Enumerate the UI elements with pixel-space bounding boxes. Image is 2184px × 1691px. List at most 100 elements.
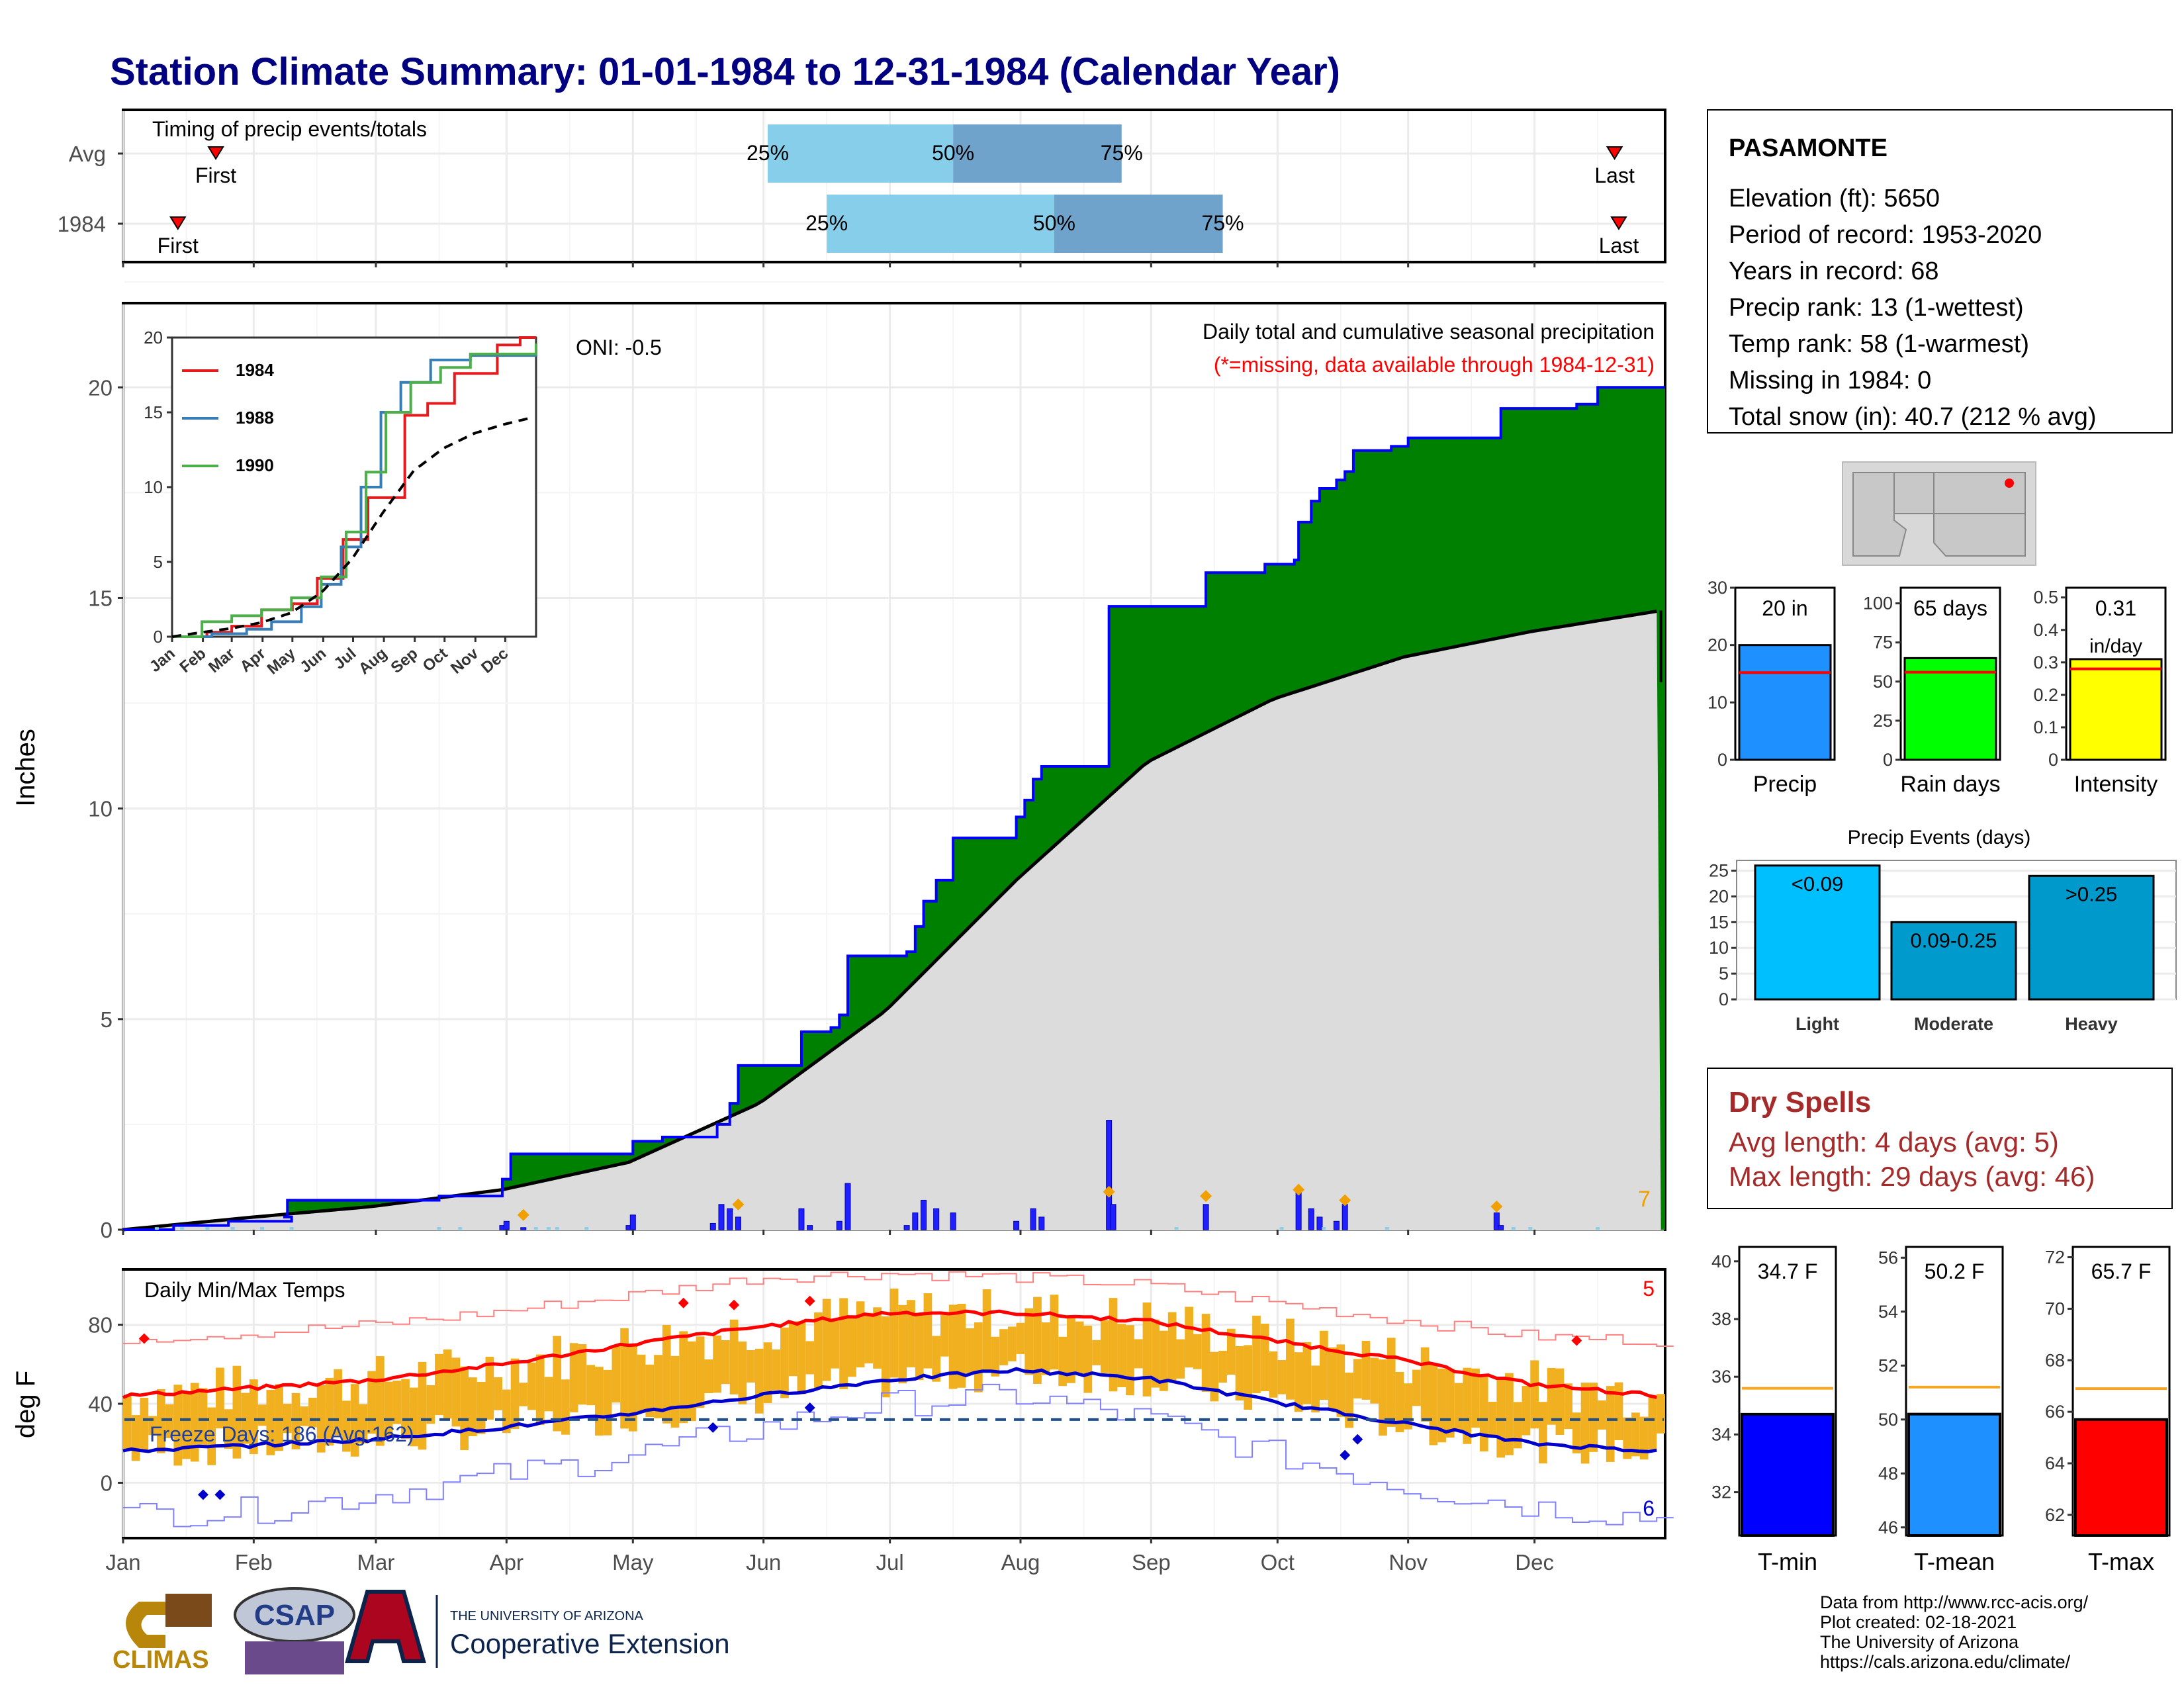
- top-event-marker: [732, 1198, 745, 1211]
- summary-bar-y-tick-label: 25: [1873, 711, 1893, 731]
- top-event-marker: [1293, 1183, 1305, 1196]
- daily-temp-range-bar: [1555, 1368, 1565, 1436]
- daily-precip-bar: [1316, 1216, 1323, 1230]
- temp-record-low-count: 6: [1643, 1496, 1655, 1520]
- daily-precip-bar: [1342, 1204, 1348, 1230]
- record-high-marker: [138, 1333, 150, 1344]
- daily-temp-range-bar: [1547, 1367, 1556, 1425]
- timing-label-75: 75%: [1202, 211, 1244, 235]
- daily-temp-range-bar: [266, 1390, 275, 1455]
- summary-bar-y-tick-label: 10: [1707, 692, 1727, 712]
- temp-summary-y-tick-label: 54: [1878, 1302, 1898, 1322]
- daily-temp-range-bar: [409, 1387, 418, 1447]
- daily-temp-range-bar: [1167, 1312, 1177, 1383]
- csap-logo-base: [245, 1641, 344, 1674]
- trace-precip-bar: [1511, 1227, 1516, 1230]
- dry-spells-title: Dry Spells: [1729, 1086, 1871, 1119]
- record-low-marker: [707, 1422, 719, 1433]
- daily-temp-range-bar: [123, 1396, 132, 1449]
- trace-precip-bar: [1385, 1227, 1389, 1230]
- daily-temp-range-bar: [1033, 1297, 1042, 1384]
- daily-temp-range-bar: [612, 1345, 621, 1402]
- trace-precip-bar: [154, 1227, 159, 1230]
- timing-bar-q25-q50: [768, 124, 954, 183]
- timing-label-75: 75%: [1101, 141, 1143, 165]
- summary-bar-value-label: 20 in: [1762, 596, 1807, 620]
- daily-temp-range-bar: [418, 1361, 427, 1450]
- temp-title: Daily Min/Max Temps: [144, 1278, 345, 1302]
- daily-temp-range-bar: [948, 1304, 958, 1389]
- events-bar-value-label: 0.09-0.25: [1911, 929, 1997, 952]
- timing-label-25: 25%: [805, 211, 848, 235]
- daily-temp-range-bar: [1201, 1314, 1210, 1392]
- temp-summary-value-label: 65.7 F: [2091, 1259, 2152, 1283]
- events-bar-heavy: [2028, 874, 2155, 1001]
- daily-temp-range-bar: [1007, 1326, 1017, 1361]
- climas-logo-mark: [126, 1602, 165, 1648]
- daily-temp-range-bar: [1387, 1338, 1396, 1427]
- daily-precip-bar: [709, 1222, 716, 1230]
- daily-temp-range-bar: [527, 1362, 536, 1410]
- inset-legend-label: 1990: [236, 455, 274, 475]
- dry-spells-box: Dry Spells Avg length: 4 days (avg: 5) M…: [1707, 1068, 2173, 1209]
- daily-temp-range-bar: [1623, 1417, 1632, 1459]
- daily-temp-range-bar: [469, 1377, 477, 1436]
- temp-summary-y-tick-label: 68: [2045, 1350, 2065, 1370]
- daily-temp-range-bar: [1471, 1368, 1480, 1428]
- daily-precip-bar: [1333, 1220, 1340, 1230]
- daily-temp-range-bar: [275, 1384, 283, 1451]
- university-of-arizona-logo: THE UNIVERSITY OF ARIZONA Cooperative Ex…: [345, 1590, 730, 1668]
- daily-precip-bar: [903, 1225, 910, 1230]
- daily-precip-bar: [503, 1220, 510, 1230]
- events-y-tick-label: 5: [1719, 964, 1729, 983]
- timing-row-avg-label: Avg: [69, 142, 106, 166]
- daily-temp-range-bar: [847, 1317, 856, 1377]
- daily-temp-range-bar: [1404, 1383, 1413, 1430]
- daily-temp-range-bar: [957, 1303, 966, 1388]
- daily-precip-bar: [727, 1208, 733, 1230]
- daily-temp-range-bar: [553, 1336, 562, 1432]
- daily-temp-range-bar: [1260, 1323, 1269, 1392]
- daily-temp-range-bar: [1134, 1339, 1143, 1369]
- record-low-marker: [1352, 1434, 1363, 1445]
- daily-temp-range-bar: [780, 1327, 789, 1398]
- daily-temp-range-bar: [460, 1366, 469, 1451]
- precip-y-tick-label: 5: [101, 1007, 113, 1032]
- top-event-marker: [1103, 1185, 1115, 1198]
- daily-temp-range-bar: [443, 1349, 452, 1419]
- daily-temp-range-bar: [1294, 1352, 1303, 1412]
- daily-temp-range-bar: [342, 1400, 351, 1452]
- daily-temp-range-bar: [1176, 1339, 1185, 1379]
- inset-y-tick-label: 0: [154, 627, 163, 647]
- record-min-line: [123, 1383, 1674, 1528]
- csap-logo-text: CSAP: [254, 1599, 335, 1631]
- precip-y-tick-label: 20: [88, 375, 113, 400]
- daily-temp-range-bar: [620, 1328, 629, 1429]
- daily-temp-range-bar: [1218, 1350, 1227, 1383]
- daily-precip-bar: [933, 1208, 940, 1230]
- precip-missing-note: (*=missing, data available through 1984-…: [1214, 353, 1655, 377]
- daily-temp-range-bar: [1226, 1328, 1236, 1375]
- timing-last-marker: [1606, 146, 1623, 160]
- daily-temp-range-bar: [788, 1321, 797, 1377]
- station-info-line: Temp rank: 58 (1-warmest): [1729, 330, 2029, 358]
- daily-temp-range-bar: [1075, 1321, 1084, 1374]
- daily-temp-range-bar: [1420, 1347, 1430, 1422]
- temperature-panel: 0 40 80 Jan Feb Mar Apr May Jun Jul Aug Sep Oct Nov De…: [11, 1268, 1674, 1575]
- daily-temp-range-bar: [999, 1329, 1008, 1365]
- daily-temp-range-bar: [628, 1344, 637, 1432]
- daily-precip-bar: [1295, 1191, 1302, 1230]
- temperature-bar-charts: 34.7 F 32 34 36 38 40 T-min 50.2 F 46 48 50 52 54 56 T…: [1711, 1246, 2171, 1575]
- summary-bar-name: Rain days: [1900, 772, 2000, 797]
- events-bar-moderate: [1890, 921, 2017, 1001]
- daily-precip-bar: [1203, 1204, 1209, 1230]
- record-max-line: [123, 1271, 1674, 1348]
- daily-temp-range-bar: [915, 1312, 924, 1381]
- daily-temp-range-bar: [1379, 1359, 1387, 1436]
- timing-label-50: 50%: [932, 141, 974, 165]
- map-state-new-mexico: [1933, 513, 2026, 557]
- events-bar-value-label: <0.09: [1792, 872, 1843, 895]
- daily-temp-range-bar: [165, 1404, 174, 1438]
- daily-temp-range-bar: [359, 1404, 368, 1443]
- daily-temp-range-bar: [1463, 1367, 1472, 1444]
